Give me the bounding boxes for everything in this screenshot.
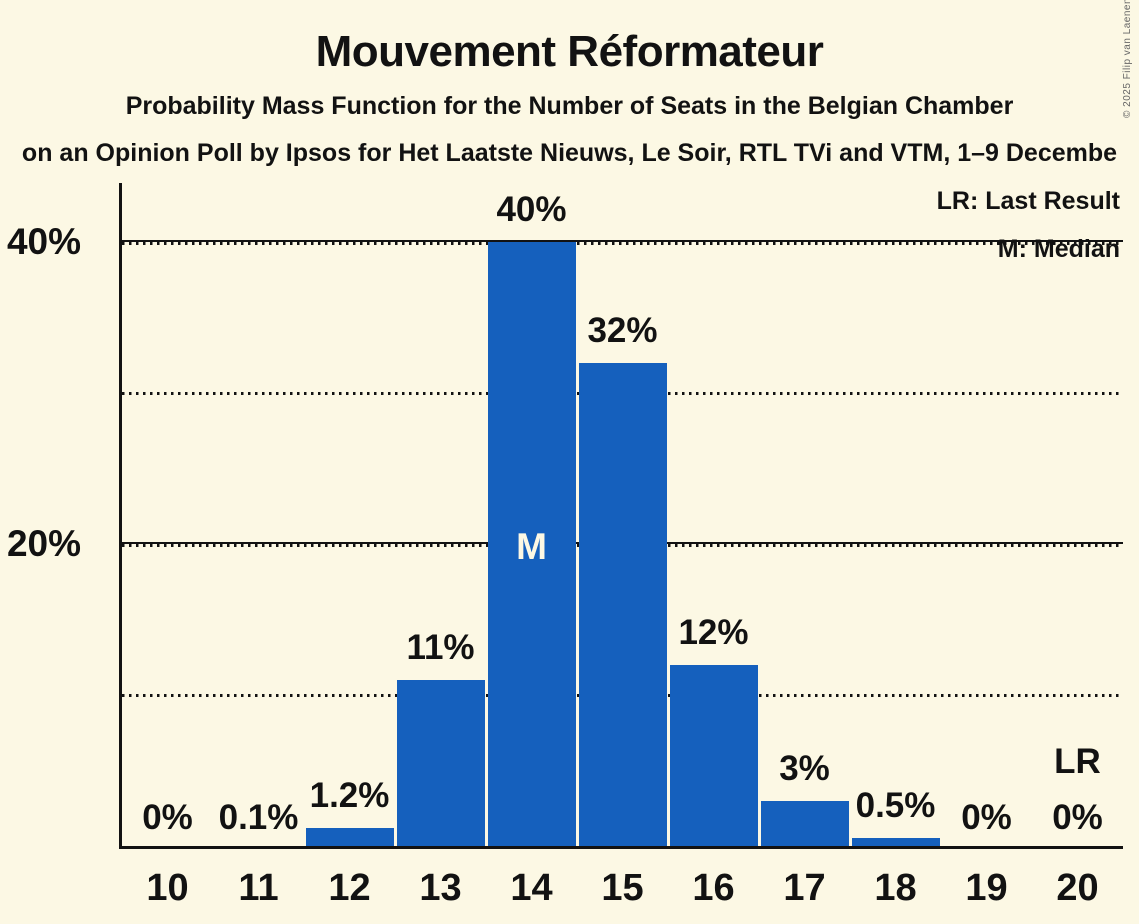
bar-value-label-16: 12%	[678, 613, 749, 652]
bar-18	[851, 838, 940, 846]
copyright-notice: © 2025 Filip van Laenen	[1122, 0, 1133, 118]
page-title: Mouvement Réformateur	[315, 27, 824, 76]
bar-12	[305, 828, 394, 846]
median-marker: M	[516, 526, 547, 567]
gridline-dotted-40	[122, 242, 1123, 245]
bar-column-10: 0% 10	[122, 183, 213, 907]
bar-value-label-17: 3%	[779, 749, 830, 788]
legend-median: M: Median	[997, 235, 1120, 263]
bar-column-14: M 40% 14	[486, 183, 577, 907]
bar-value-label-10: 0%	[142, 798, 193, 837]
bar-value-label-15: 32%	[587, 311, 658, 350]
x-axis-tick-15: 15	[601, 867, 644, 909]
bar-14: M	[487, 242, 576, 846]
bar-17	[760, 801, 849, 846]
bar-column-13: 11% 13	[395, 183, 486, 907]
y-axis-tick-40: 40%	[6, 221, 81, 262]
y-axis-tick-20: 20%	[6, 523, 81, 564]
bar-value-label-19: 0%	[961, 798, 1012, 837]
bar-column-12: 1.2% 12	[304, 183, 395, 907]
bar-value-label-20: 0%	[1052, 798, 1103, 837]
x-axis-tick-19: 19	[965, 867, 1008, 909]
bar-column-20: 0% LR 20	[1032, 183, 1123, 907]
x-axis-tick-10: 10	[146, 867, 189, 909]
x-axis-tick-11: 11	[238, 867, 279, 909]
x-axis-tick-17: 17	[783, 867, 826, 909]
bar-value-label-11: 0.1%	[218, 798, 299, 837]
x-axis-tick-13: 13	[419, 867, 462, 909]
bar-column-19: 0% 19	[941, 183, 1032, 907]
bar-column-11: 0.1% 11	[213, 183, 304, 907]
last-result-marker: LR	[1054, 742, 1101, 781]
bar-value-label-14: 40%	[496, 190, 567, 229]
x-axis-tick-14: 14	[510, 867, 553, 909]
x-axis-tick-18: 18	[874, 867, 917, 909]
x-axis-tick-12: 12	[328, 867, 371, 909]
legend-last-result: LR: Last Result	[936, 187, 1120, 215]
bar-column-15: 32% 15	[577, 183, 668, 907]
gridline-solid-40	[122, 240, 1123, 242]
bar-value-label-12: 1.2%	[309, 776, 390, 815]
chart-subtitle-source: on an Opinion Poll by Ipsos for Het Laat…	[21, 139, 1118, 167]
bar-column-18: 0.5% 18	[850, 183, 941, 907]
x-axis-tick-20: 20	[1056, 867, 1099, 909]
bar-column-17: 3% 17	[759, 183, 850, 907]
bar-value-label-18: 0.5%	[855, 786, 936, 825]
bar-16	[669, 665, 758, 846]
bar-13	[396, 680, 485, 846]
chart-subtitle: Probability Mass Function for the Number…	[125, 92, 1014, 120]
x-axis-tick-16: 16	[692, 867, 735, 909]
bar-column-16: 12% 16	[668, 183, 759, 907]
plot-area: 40% 20% 0% 10 0.1% 11 1.2% 12 11% 13 M 40% 14 32% 15 12…	[7, 183, 1123, 907]
bar-15	[578, 363, 667, 846]
bar-value-label-13: 11%	[406, 628, 475, 667]
